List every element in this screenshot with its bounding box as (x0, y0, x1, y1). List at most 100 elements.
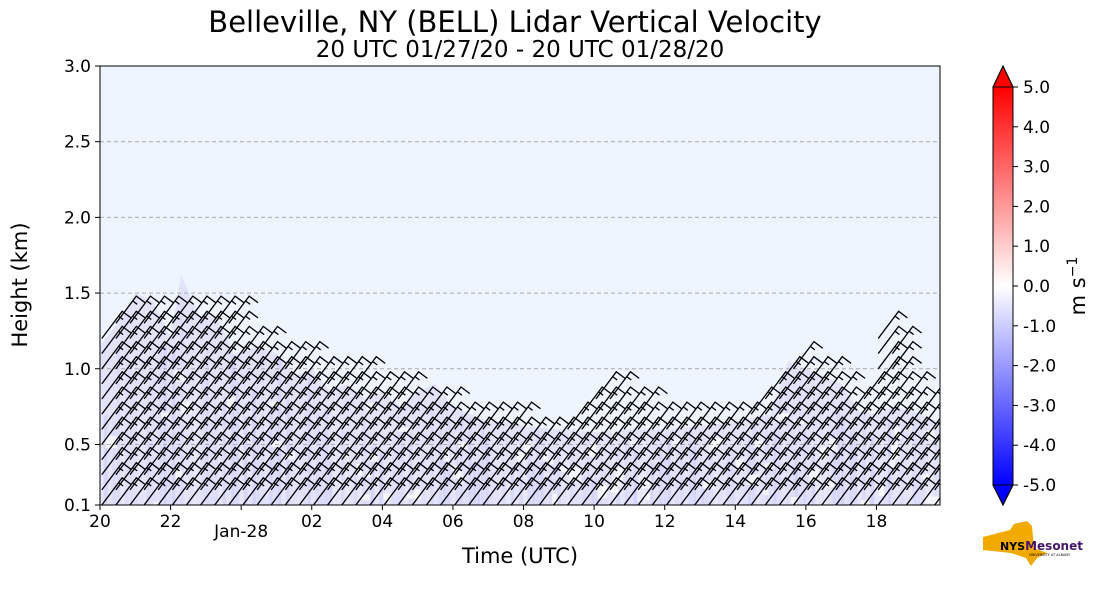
velocity-streak (743, 464, 747, 505)
velocity-streak (781, 438, 786, 505)
wind-barb (764, 461, 795, 491)
wind-barb (538, 461, 569, 491)
wind-barb (397, 370, 428, 400)
wind-barb (185, 340, 217, 370)
colorbar-ticks: 5.0 4.0 3.0 2.0 1.0 0.0 -1.0 -2.0 -3.0 -4.0 -5.0 (1013, 78, 1056, 496)
updraft-patch (641, 478, 650, 489)
velocity-streak (777, 395, 781, 505)
velocity-streak (680, 446, 684, 505)
velocity-streak (252, 391, 256, 505)
wind-barb (891, 431, 922, 460)
velocity-streak (506, 473, 510, 505)
wind-barb (750, 386, 781, 415)
x-tick-label: 02 (301, 512, 323, 532)
updraft-patch (776, 413, 789, 421)
updraft-patch (889, 455, 896, 470)
velocity-streak (836, 412, 841, 505)
wind-barb (778, 461, 809, 491)
wind-barb (792, 431, 824, 460)
wind-barb (609, 370, 640, 400)
updraft-patch (612, 486, 618, 493)
updraft-patch (269, 401, 280, 407)
velocity-streak (248, 403, 252, 505)
wind-barb (312, 355, 344, 385)
wind-barb (905, 461, 937, 491)
velocity-streak (324, 406, 328, 505)
colorbar-tick-label: -4.0 (1023, 436, 1056, 456)
y-tick-label: 3.0 (64, 57, 91, 77)
velocity-streak (430, 409, 434, 505)
wind-barb (312, 386, 344, 415)
velocity-streak (917, 416, 921, 505)
wind-barb (891, 355, 922, 385)
colorbar-tick-label: -3.0 (1023, 396, 1056, 416)
wind-barb (115, 461, 146, 491)
velocity-streak (396, 410, 400, 505)
velocity-streak (299, 421, 303, 505)
velocity-streak (337, 400, 341, 505)
colorbar-tick-label: 4.0 (1023, 118, 1050, 138)
updraft-patch (366, 472, 372, 478)
wind-barb (341, 431, 372, 460)
wind-barb (891, 386, 922, 415)
wind-barb (228, 386, 259, 415)
wind-barb (411, 431, 442, 460)
wind-barb (355, 355, 386, 385)
velocity-streak (519, 438, 523, 505)
updraft-patch (161, 412, 169, 420)
wind-barb (680, 461, 711, 491)
velocity-streak (824, 382, 828, 505)
updraft-patch (702, 481, 715, 489)
wind-barb (750, 431, 781, 460)
wind-barb (581, 386, 612, 415)
updraft-patch (932, 496, 939, 505)
velocity-streak (688, 430, 692, 505)
wind-barb (581, 461, 612, 491)
wind-barb (101, 431, 132, 460)
velocity-streak (637, 468, 642, 505)
wind-barb (891, 370, 922, 400)
velocity-streak (705, 476, 709, 505)
wind-barb (129, 310, 160, 339)
wind-barb (256, 340, 287, 370)
wind-barb (792, 355, 824, 385)
updraft-patch (524, 442, 531, 452)
wind-barb (185, 431, 217, 460)
updraft-patch (406, 494, 416, 499)
velocity-streak (676, 435, 680, 505)
x-axis: 20 22 Jan-28 02 04 06 08 10 12 14 16 18 (89, 505, 887, 542)
wind-barb (821, 431, 852, 460)
wind-barb (298, 355, 329, 385)
wind-barb (200, 310, 231, 339)
velocity-streak (849, 431, 853, 505)
wind-barb (807, 355, 838, 385)
velocity-streak (565, 456, 570, 505)
updraft-patch (613, 477, 621, 487)
colorbar-tick-label: 5.0 (1023, 78, 1050, 98)
velocity-streak (235, 381, 239, 505)
chart-subtitle: 20 UTC 01/27/20 - 20 UTC 01/28/20 (316, 37, 725, 63)
wind-barb (284, 340, 315, 370)
wind-barb (101, 386, 132, 415)
colorbar: 5.0 4.0 3.0 2.0 1.0 0.0 -1.0 -2.0 -3.0 -4.0 -5.0 m… (992, 64, 1090, 507)
velocity-streak (828, 409, 832, 505)
velocity-streak (654, 445, 659, 505)
colorbar-tick-label: 2.0 (1023, 197, 1050, 217)
velocity-streak (591, 479, 595, 505)
wind-barb (228, 310, 259, 339)
updraft-patch (748, 474, 759, 486)
wind-barb (143, 310, 174, 339)
velocity-streak (625, 442, 629, 505)
velocity-streak (163, 342, 167, 505)
wind-barb (665, 431, 697, 460)
updraft-patch (548, 458, 555, 464)
wind-barb (496, 401, 527, 430)
wind-barb (425, 431, 457, 460)
velocity-streak (205, 347, 210, 505)
velocity-streak (684, 471, 688, 505)
wind-barb (214, 340, 245, 370)
wind-barb (510, 416, 541, 445)
wind-barb (256, 461, 287, 491)
updraft-patch (414, 489, 421, 500)
